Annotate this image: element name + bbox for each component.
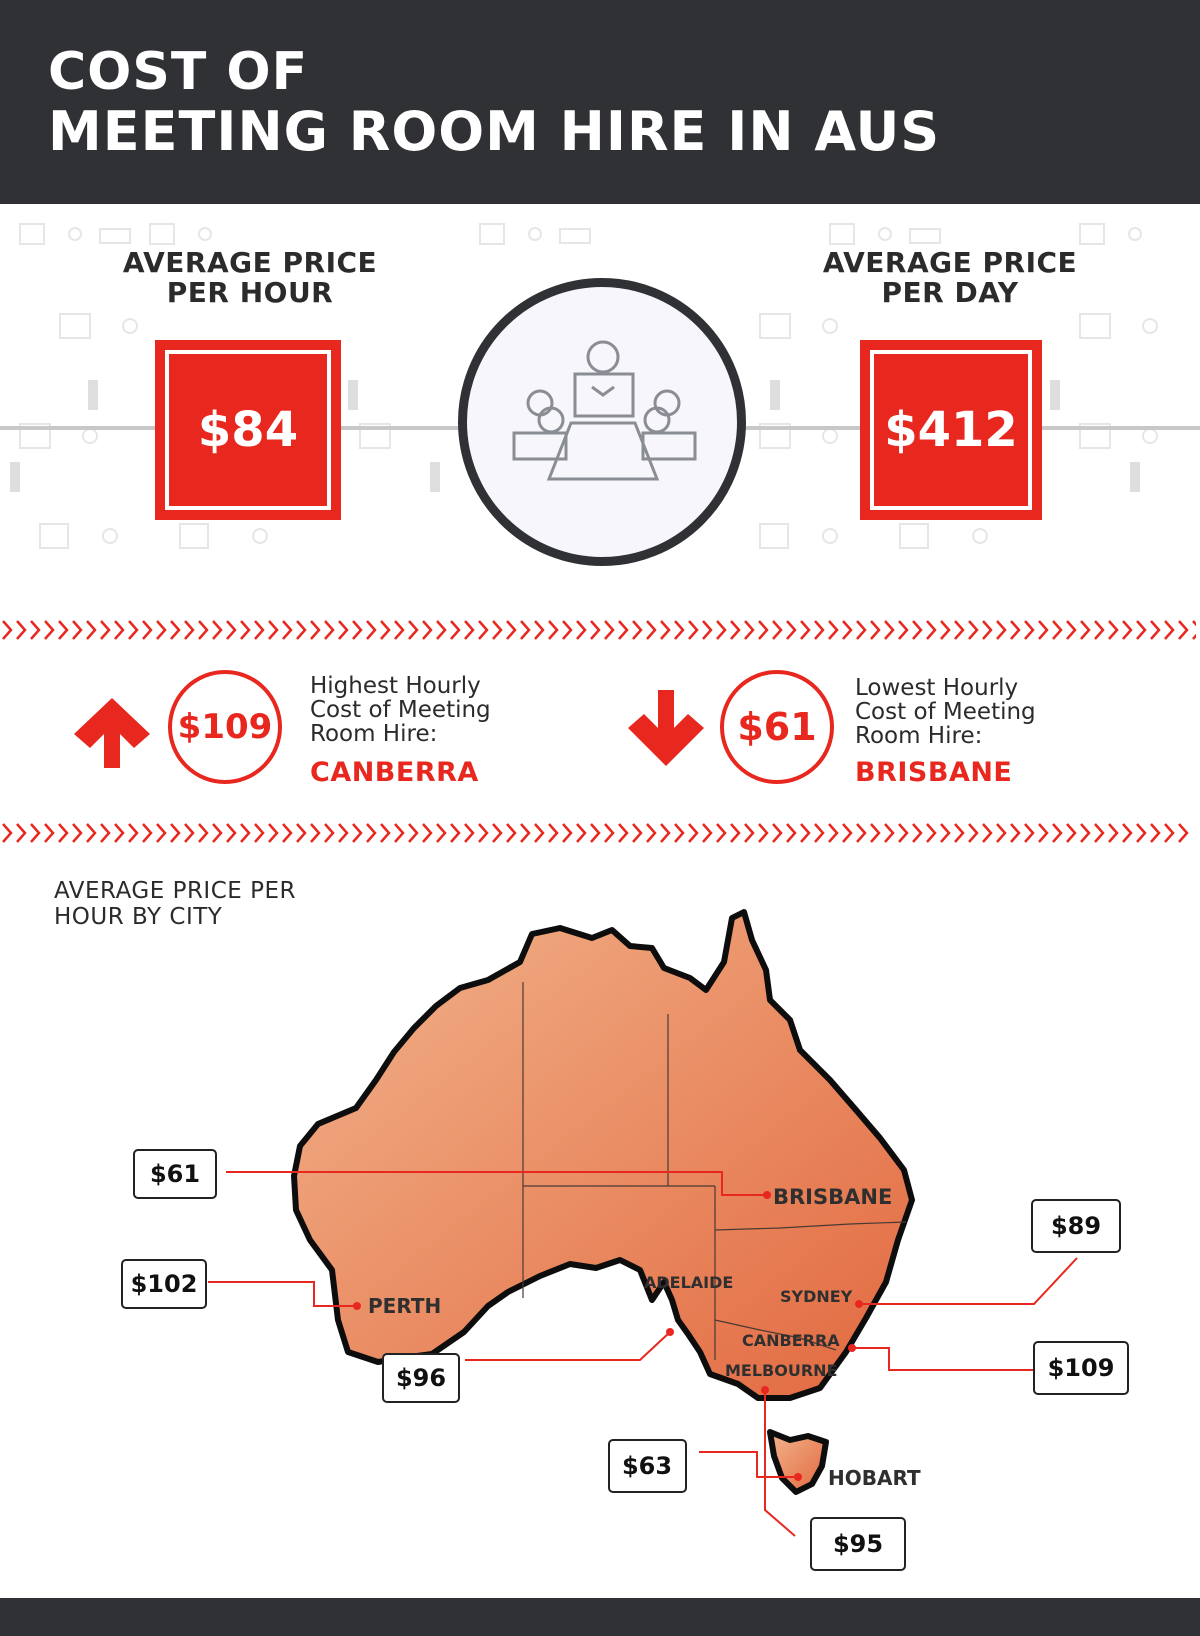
price-tag-adelaide-value: $96 <box>396 1364 446 1392</box>
price-tag-adelaide: $96 <box>382 1353 460 1403</box>
footer-bar <box>0 1598 1200 1636</box>
highest-desc-line2: Cost of Meeting <box>310 697 491 723</box>
city-label-canberra: CANBERRA <box>742 1331 840 1350</box>
avg-hour-price-box: $84 <box>155 340 341 520</box>
avg-hour-label-line1: AVERAGE PRICE <box>122 246 378 279</box>
lowest-description: Lowest Hourly Cost of Meeting Room Hire: <box>855 676 1036 748</box>
map-title-line1: AVERAGE PRICE PER <box>54 878 296 904</box>
header-banner: COST OF MEETING ROOM HIRE IN AUS <box>0 0 1200 204</box>
highest-description: Highest Hourly Cost of Meeting Room Hire… <box>310 674 491 746</box>
city-label-brisbane: BRISBANE <box>773 1185 892 1209</box>
meeting-room-icon <box>512 340 697 481</box>
price-tag-perth: $102 <box>121 1259 207 1309</box>
avg-day-label-line1: AVERAGE PRICE <box>822 246 1078 279</box>
highest-value: $109 <box>177 707 273 747</box>
price-tag-canberra: $109 <box>1033 1341 1129 1395</box>
city-label-hobart: HOBART <box>828 1466 921 1490</box>
price-tag-sydney: $89 <box>1031 1199 1121 1253</box>
lowest-desc-line1: Lowest Hourly <box>855 675 1019 701</box>
chevron-divider-bottom <box>0 820 1192 846</box>
price-tag-brisbane-value: $61 <box>150 1160 200 1188</box>
map-title: AVERAGE PRICE PER HOUR BY CITY <box>54 878 296 930</box>
lowest-desc-line2: Cost of Meeting <box>855 699 1036 725</box>
city-label-adelaide: ADELAIDE <box>644 1273 733 1292</box>
avg-hour-price: $84 <box>197 402 299 458</box>
price-tag-hobart: $63 <box>608 1439 687 1493</box>
price-tag-sydney-value: $89 <box>1051 1212 1101 1240</box>
arrow-down-icon <box>628 690 704 766</box>
meeting-room-icon-circle <box>458 278 746 566</box>
page-title-line2: MEETING ROOM HIRE IN AUS <box>48 100 941 163</box>
avg-day-label-line2: PER DAY <box>881 276 1019 309</box>
lowest-city: BRISBANE <box>855 757 1013 788</box>
arrow-up-icon <box>74 698 150 768</box>
lowest-desc-line3: Room Hire: <box>855 723 983 749</box>
tasmania <box>767 1429 829 1495</box>
australia-mainland <box>291 909 915 1401</box>
lowest-value-circle: $61 <box>720 670 834 784</box>
city-dots <box>353 1191 863 1481</box>
price-tag-canberra-value: $109 <box>1048 1354 1115 1382</box>
leader-lines <box>208 1171 1078 1537</box>
highest-city: CANBERRA <box>310 757 479 788</box>
city-label-perth: PERTH <box>368 1294 441 1318</box>
avg-day-price: $412 <box>884 402 1018 458</box>
city-label-melbourne: MELBOURNE <box>725 1361 837 1380</box>
highest-desc-line3: Room Hire: <box>310 721 438 747</box>
highest-value-circle: $109 <box>168 670 282 784</box>
price-tag-brisbane: $61 <box>133 1149 217 1199</box>
price-tag-hobart-value: $63 <box>622 1452 672 1480</box>
australia-map: BRISBANE PERTH ADELAIDE SYDNEY CANBERRA … <box>121 909 1129 1571</box>
state-borders <box>522 982 907 1360</box>
price-tag-melbourne-value: $95 <box>833 1530 883 1558</box>
page-title-line1: COST OF <box>48 42 309 102</box>
price-tag-melbourne: $95 <box>810 1517 906 1571</box>
price-tag-perth-value: $102 <box>131 1270 198 1298</box>
lowest-value: $61 <box>737 705 817 749</box>
avg-day-price-box: $412 <box>860 340 1042 520</box>
avg-day-label: AVERAGE PRICE PER DAY <box>800 248 1100 308</box>
avg-hour-label: AVERAGE PRICE PER HOUR <box>100 248 400 308</box>
map-title-line2: HOUR BY CITY <box>54 904 223 930</box>
chevron-divider-top <box>0 617 1196 643</box>
avg-hour-label-line2: PER HOUR <box>166 276 334 309</box>
highest-desc-line1: Highest Hourly <box>310 673 481 699</box>
city-label-sydney: SYDNEY <box>780 1287 853 1306</box>
